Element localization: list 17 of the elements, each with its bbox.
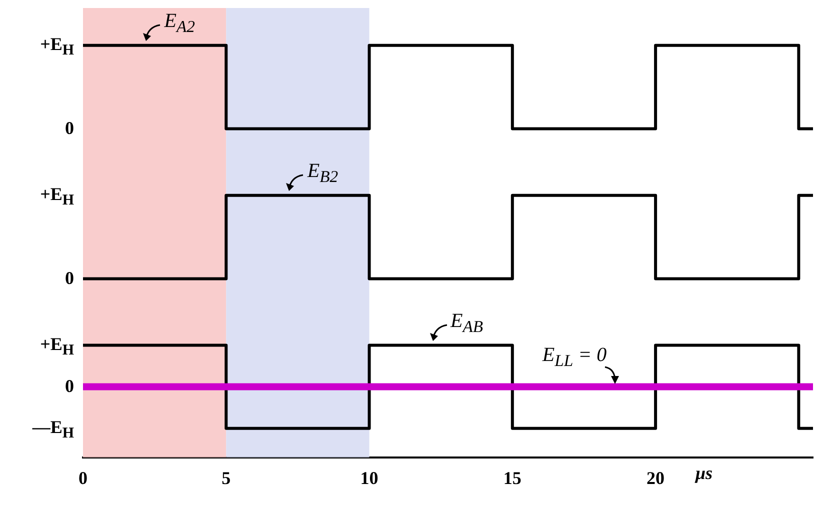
annotation: E$_{A2}$ [164, 9, 195, 38]
x-tick-label: 20 [646, 468, 665, 488]
x-tick-label: 15 [503, 468, 522, 488]
annotation: E$_{LL}$ = 0 [542, 342, 607, 372]
text: +E$_{H}$ [39, 33, 74, 61]
text: 0 [64, 116, 74, 139]
annotation: E$_{B2}$ [307, 159, 338, 188]
text: +E$_{H}$ [39, 183, 74, 211]
text: —E$_{H}$ [31, 416, 74, 444]
text: +E$_{H}$ [39, 333, 74, 361]
x-tick-label: 5 [222, 468, 231, 488]
x-axis-title: μs [696, 463, 713, 484]
x-tick-label: 0 [78, 468, 88, 488]
text: 0 [64, 374, 74, 397]
x-tick-label: 10 [360, 468, 378, 488]
text: 0 [64, 266, 74, 289]
annotation: E$_{AB}$ [450, 309, 484, 338]
